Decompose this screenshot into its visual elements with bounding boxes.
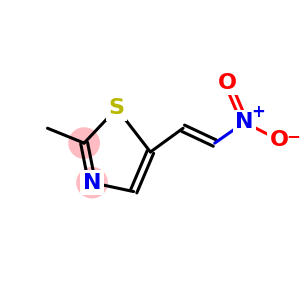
Text: +: +	[251, 103, 265, 122]
Text: S: S	[109, 98, 125, 118]
Text: O: O	[218, 73, 237, 93]
Text: N: N	[235, 112, 254, 132]
Text: N: N	[83, 173, 101, 193]
Circle shape	[68, 127, 100, 159]
Text: O: O	[270, 130, 289, 150]
Text: −: −	[286, 127, 300, 145]
Circle shape	[76, 167, 108, 199]
